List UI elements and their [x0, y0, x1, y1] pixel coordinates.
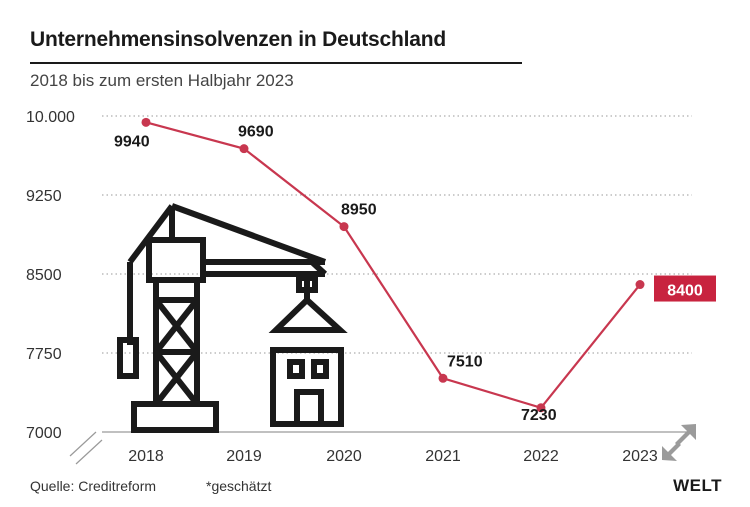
data-label: 7230 — [521, 407, 557, 424]
x-tick-label: 2022 — [523, 448, 559, 465]
highlight-label-box — [654, 275, 716, 302]
x-tick-label: 2019 — [226, 448, 262, 465]
data-point — [141, 117, 151, 127]
series-layer — [141, 117, 645, 413]
data-point — [635, 280, 645, 290]
data-label: 8400 — [667, 283, 703, 300]
source-note: Quelle: Creditreform — [30, 478, 157, 494]
y-tick-label: 9250 — [26, 188, 62, 205]
data-label: 9690 — [238, 124, 274, 141]
data-point — [438, 373, 448, 383]
axis-layer: 10.000 9250 8500 7750 7000 2018 2019 2020 2021 20… — [26, 109, 658, 465]
series-line — [145, 121, 641, 410]
x-tick-label: 2023 — [622, 448, 658, 465]
estimate-note: *geschätzt — [206, 478, 272, 494]
data-point — [339, 222, 349, 232]
welt-logo[interactable]: WELT — [673, 476, 722, 495]
label-layer: 9940 9690 8950 7510 7230 8400 — [114, 124, 716, 424]
x-tick-label: 2018 — [128, 448, 164, 465]
grid-layer — [102, 115, 692, 433]
data-point — [536, 403, 546, 413]
y-tick-label: 7000 — [26, 425, 62, 442]
line-chart: 10.000 9250 8500 7750 7000 2018 2019 2020 2021 20… — [26, 109, 716, 465]
chart-subtitle: 2018 bis zum ersten Halbjahr 2023 — [30, 71, 294, 90]
data-point — [239, 144, 249, 154]
data-label: 9940 — [114, 133, 150, 150]
x-tick-label: 2021 — [425, 448, 461, 465]
chart-title: Unternehmensinsolvenzen in Deutschland — [30, 28, 446, 51]
expand-arrows-icon[interactable] — [658, 420, 702, 464]
y-tick-label: 8500 — [26, 267, 62, 284]
building-icon — [270, 347, 344, 427]
y-tick-label: 10.000 — [26, 109, 75, 126]
crane-icon — [117, 203, 348, 433]
data-label: 8950 — [341, 202, 377, 219]
x-tick-label: 2020 — [326, 448, 362, 465]
data-label: 7510 — [447, 353, 483, 370]
y-tick-label: 7750 — [26, 346, 62, 363]
title-divider — [30, 62, 522, 64]
axis-break-icon — [69, 431, 103, 465]
